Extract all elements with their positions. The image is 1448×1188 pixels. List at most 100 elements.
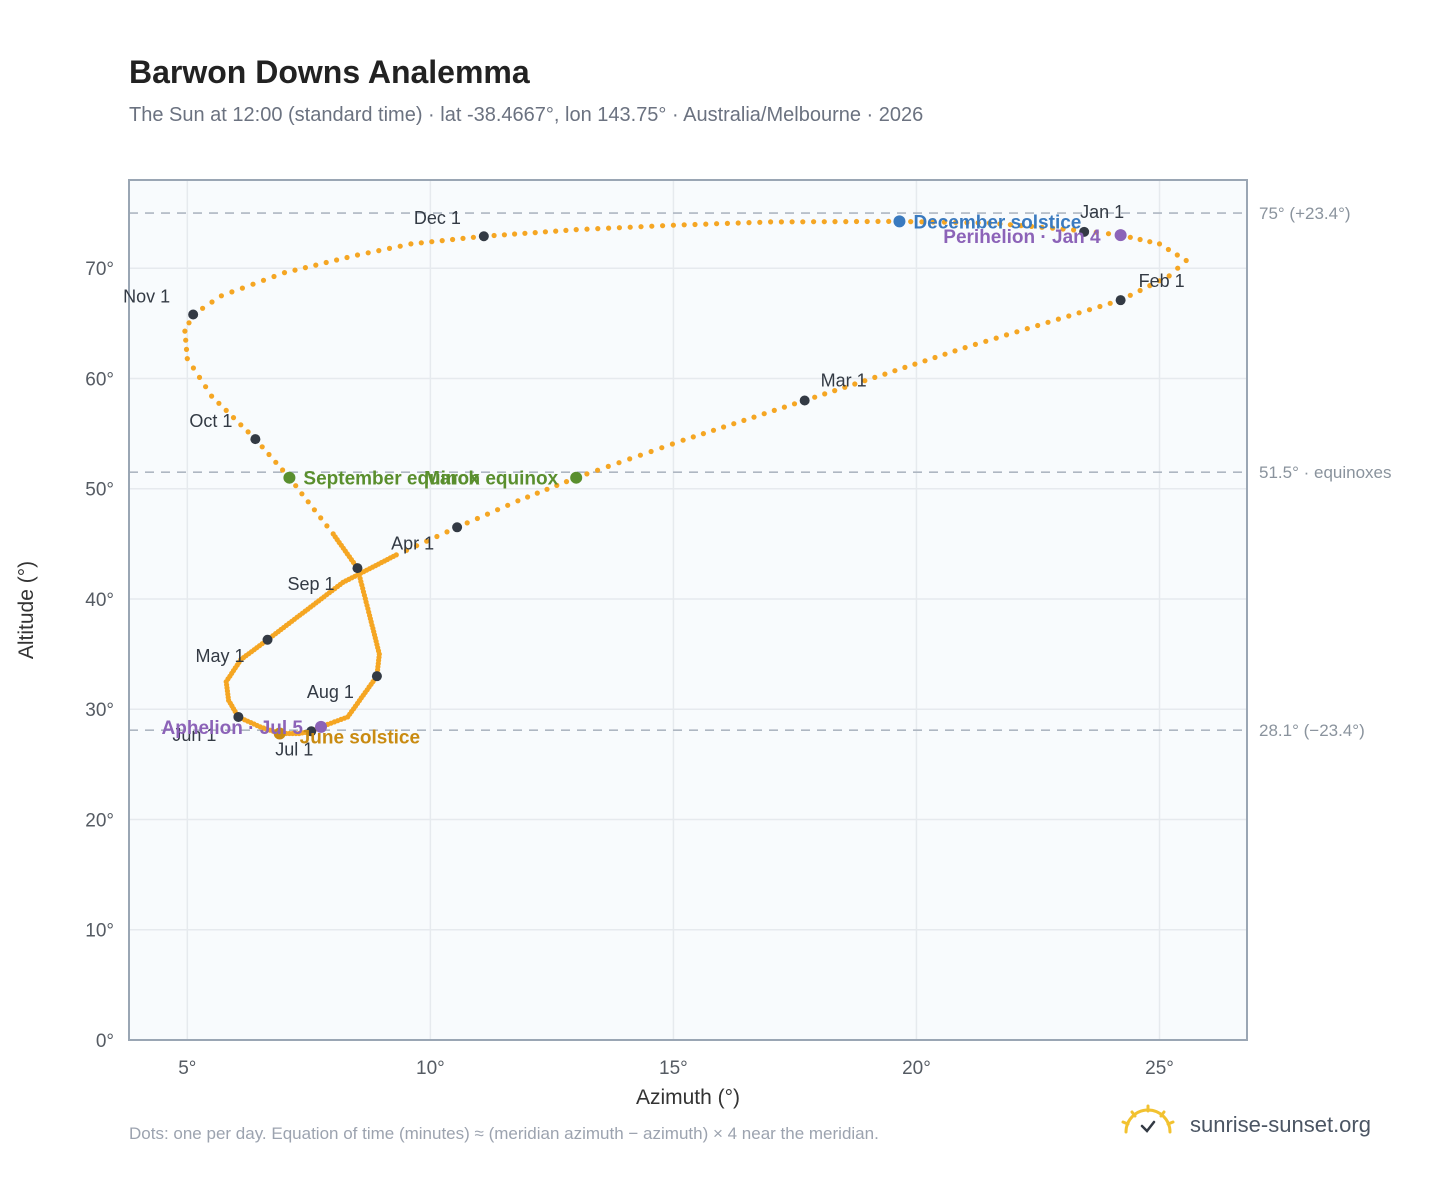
daily-sun-dot <box>649 223 655 229</box>
month-marker <box>188 309 199 320</box>
daily-sun-dot <box>864 218 870 225</box>
x-tick-label: 25° <box>1145 1058 1174 1079</box>
daily-sun-dot <box>714 221 720 227</box>
daily-sun-dot <box>318 515 324 521</box>
daily-sun-dot <box>495 507 501 513</box>
daily-sun-dot <box>962 345 968 351</box>
daily-sun-dot <box>196 374 203 380</box>
daily-sun-dot <box>768 219 774 225</box>
reference-line-label: 28.1° (−23.4°) <box>1259 721 1365 740</box>
daily-sun-dot <box>505 502 511 508</box>
event-marker <box>893 215 906 228</box>
daily-sun-dot <box>832 388 838 394</box>
daily-sun-dot <box>439 238 445 244</box>
month-label: Jul 1 <box>275 739 313 759</box>
x-tick-label: 20° <box>902 1058 931 1079</box>
daily-sun-dot <box>209 393 215 399</box>
daily-sun-dot <box>922 358 928 364</box>
daily-sun-dot <box>216 400 222 406</box>
daily-sun-dot <box>563 227 569 233</box>
daily-sun-dot <box>1127 292 1133 298</box>
daily-sun-dot <box>273 459 279 465</box>
daily-sun-dot <box>281 270 288 276</box>
daily-sun-dot <box>975 220 981 226</box>
daily-sun-dot <box>418 240 424 246</box>
event-label: Perihelion · Jan 4 <box>943 227 1101 248</box>
brand[interactable]: sunrise-sunset.org <box>1120 1104 1390 1148</box>
brand-name[interactable]: sunrise-sunset.org <box>1190 1112 1371 1137</box>
daily-sun-dot <box>1174 252 1180 258</box>
daily-sun-dot <box>230 415 237 421</box>
daily-sun-dot <box>710 427 717 433</box>
daily-sun-dot <box>1007 222 1014 228</box>
daily-sun-dot <box>1127 234 1133 240</box>
x-tick-label: 5° <box>178 1058 196 1079</box>
daily-sun-dot <box>464 520 470 526</box>
daily-sun-dot <box>1055 316 1061 322</box>
daily-sun-dot <box>484 511 491 517</box>
daily-sun-dot <box>313 262 319 268</box>
daily-sun-dot <box>892 368 898 374</box>
month-marker <box>262 634 273 645</box>
daily-sun-dot <box>761 411 767 417</box>
daily-sun-dot <box>542 229 549 235</box>
daily-sun-dot <box>741 417 747 423</box>
daily-sun-dot <box>882 371 888 377</box>
reference-line-label: 51.5° · equinoxes <box>1259 463 1392 482</box>
daily-sun-dot <box>183 337 189 343</box>
month-marker <box>306 726 317 737</box>
daily-sun-dot <box>444 529 450 535</box>
event-marker <box>315 720 328 733</box>
daily-sun-dot <box>1107 300 1113 306</box>
daily-sun-dot <box>800 219 806 225</box>
daily-sun-dot <box>280 467 286 473</box>
daily-sun-dot <box>1003 332 1010 338</box>
daily-sun-dot <box>789 219 795 225</box>
daily-sun-dot <box>293 483 299 489</box>
y-tick-label: 30° <box>85 700 114 721</box>
daily-sun-dot <box>534 490 540 496</box>
daily-sun-dot <box>875 218 881 224</box>
y-axis-label: Altitude (°) <box>15 561 38 659</box>
month-marker <box>799 395 810 406</box>
daily-sun-dot <box>735 220 741 226</box>
daily-sun-dot <box>532 230 538 236</box>
daily-sun-dot <box>852 381 858 387</box>
daily-sun-dot <box>1060 226 1066 232</box>
daily-sun-dot <box>250 281 256 287</box>
daily-sun-dot <box>1028 223 1035 229</box>
event-marker <box>570 471 583 484</box>
daily-sun-dot <box>700 431 707 437</box>
daily-sun-dot <box>627 224 633 230</box>
daily-sun-dot <box>1066 313 1072 319</box>
daily-sun-dot <box>606 225 612 231</box>
daily-sun-dot <box>186 320 192 326</box>
daily-sun-dot <box>302 265 308 271</box>
daily-sun-dot <box>1147 239 1153 245</box>
y-tick-label: 50° <box>85 480 114 501</box>
daily-sun-dot <box>659 445 665 451</box>
daily-sun-dot <box>1156 241 1163 247</box>
daily-sun-dot <box>605 463 611 469</box>
daily-sun-dot <box>414 543 420 549</box>
x-tick-label: 15° <box>659 1058 688 1079</box>
event-label: September equinox <box>303 469 480 490</box>
daily-sun-dot <box>932 354 938 361</box>
daily-sun-dot <box>470 234 476 240</box>
daily-sun-dot <box>595 467 601 473</box>
daily-sun-dot <box>450 236 456 243</box>
daily-sun-dot <box>553 228 559 234</box>
daily-sun-dot <box>842 384 848 390</box>
daily-sun-dot <box>259 444 265 450</box>
daily-sun-dot <box>832 219 838 225</box>
month-label: Mar 1 <box>821 371 867 391</box>
y-tick-label: 70° <box>85 259 114 280</box>
daily-sun-dot <box>239 285 245 291</box>
daily-sun-dot <box>638 224 644 230</box>
month-label: Feb 1 <box>1139 271 1185 291</box>
y-tick-label: 0° <box>96 1031 114 1052</box>
daily-sun-dot <box>983 338 989 344</box>
daily-sun-dot <box>690 434 696 440</box>
daily-sun-dot <box>190 365 196 371</box>
daily-sun-dot <box>669 441 676 447</box>
